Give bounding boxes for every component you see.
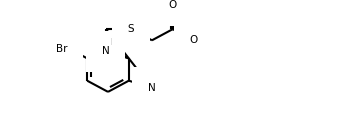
Text: H: H [110, 38, 117, 47]
Text: N: N [148, 83, 156, 93]
Text: S: S [128, 24, 134, 34]
Text: O: O [169, 0, 177, 10]
Text: N: N [102, 47, 110, 57]
Text: O: O [189, 35, 198, 45]
Text: Br: Br [56, 44, 68, 54]
